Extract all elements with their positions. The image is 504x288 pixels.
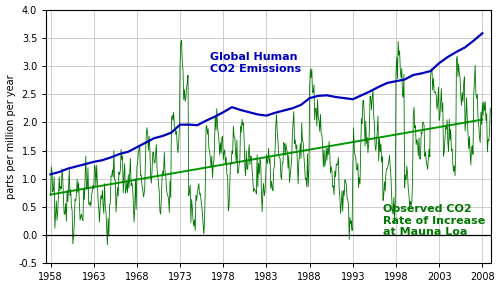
Text: Observed CO2
Rate of Increase
at Mauna Loa: Observed CO2 Rate of Increase at Mauna L… <box>383 204 485 237</box>
Text: Global Human
CO2 Emissions: Global Human CO2 Emissions <box>210 52 301 74</box>
Y-axis label: parts per million per year: parts per million per year <box>6 74 16 199</box>
